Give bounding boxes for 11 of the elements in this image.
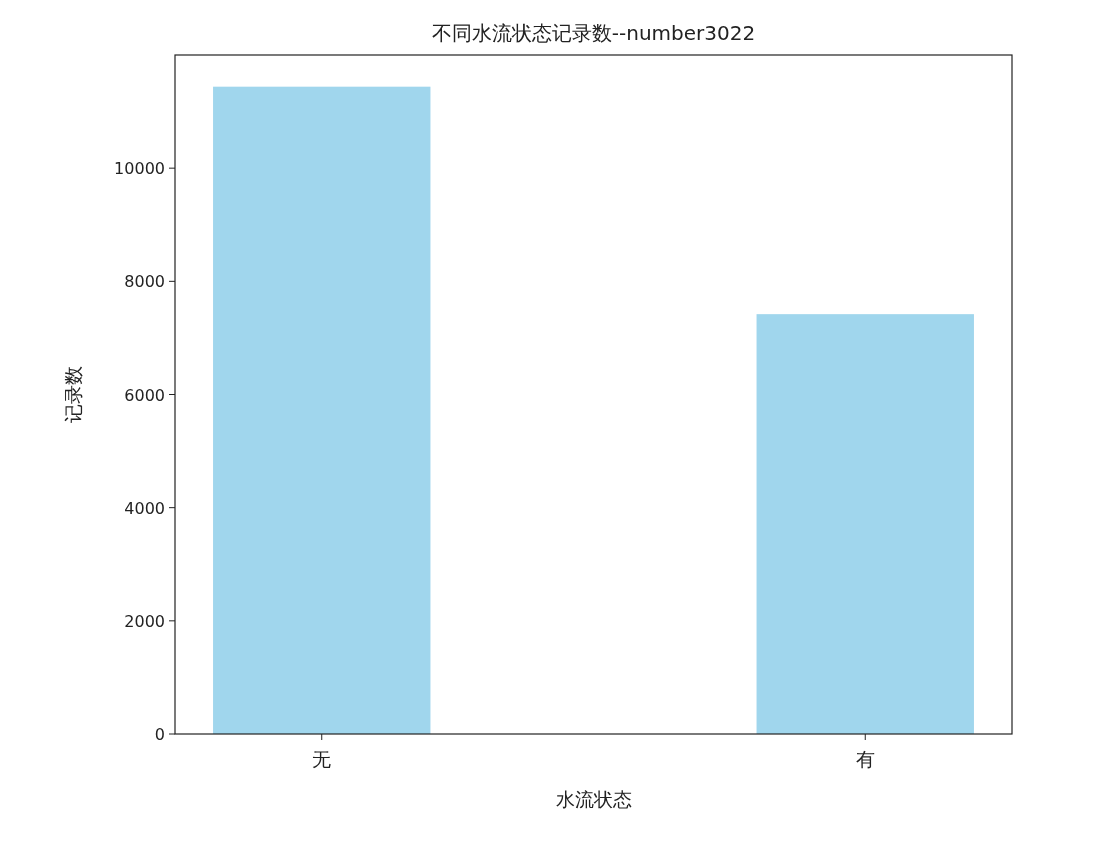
y-tick-label: 8000 xyxy=(124,272,165,292)
y-axis-title: 记录数 xyxy=(62,366,84,423)
y-tick-label: 2000 xyxy=(124,611,165,631)
chart-title: 不同水流状态记录数--number3022 xyxy=(431,21,756,45)
y-tick-label: 4000 xyxy=(124,498,165,518)
y-tick-label: 10000 xyxy=(114,159,165,179)
x-tick-label: 有 xyxy=(855,748,875,770)
x-tick-label: 无 xyxy=(312,748,332,770)
y-tick-label: 6000 xyxy=(124,385,165,405)
x-axis-title: 水流状态 xyxy=(555,788,632,810)
y-tick-label: 0 xyxy=(154,725,165,744)
